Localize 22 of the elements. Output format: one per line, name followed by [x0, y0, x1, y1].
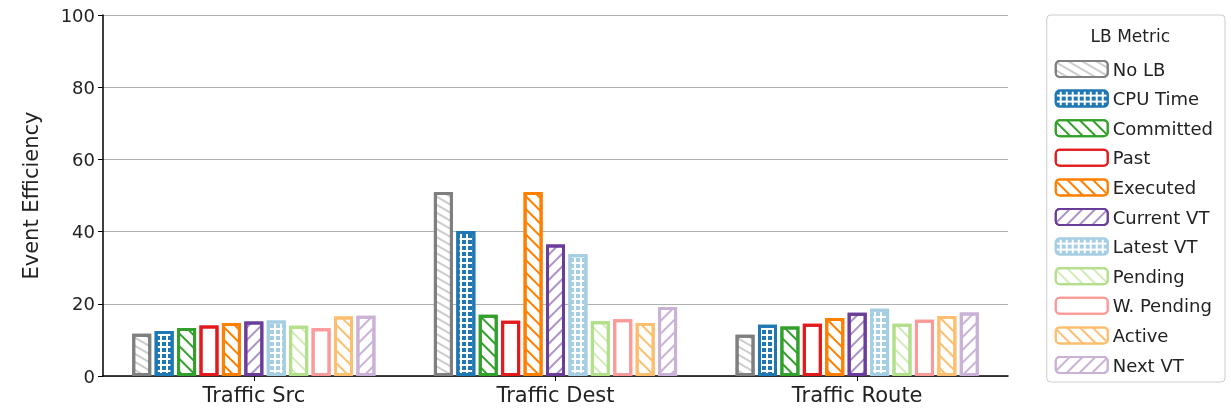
legend-label: Next VT [1112, 354, 1185, 376]
legend-label: No LB [1112, 58, 1166, 80]
y-tick-label: 0 [83, 365, 95, 387]
legend-title: LB Metric [1090, 25, 1170, 46]
y-tick-label: 100 [60, 4, 95, 26]
legend-label: Latest VT [1112, 236, 1199, 258]
x-tick-label: Traffic Route [790, 382, 923, 407]
y-axis-title: Event Efficiency [18, 111, 43, 280]
legend-label: Current VT [1112, 206, 1211, 228]
legend-label: CPU Time [1112, 88, 1200, 110]
y-tick-label: 60 [72, 148, 95, 170]
x-tick-label: Traffic Src [201, 382, 306, 407]
legend-label: Executed [1112, 176, 1197, 198]
legend-label: Committed [1112, 117, 1213, 139]
legend-label: Active [1112, 324, 1169, 346]
legend-label: W. Pending [1112, 295, 1212, 317]
y-tick-label: 80 [72, 76, 95, 98]
y-tick-label: 20 [72, 293, 95, 315]
x-tick-label: Traffic Dest [495, 382, 615, 407]
legend-label: Pending [1112, 265, 1185, 287]
legend-label: Past [1112, 147, 1151, 169]
y-tick-label: 40 [72, 221, 95, 243]
